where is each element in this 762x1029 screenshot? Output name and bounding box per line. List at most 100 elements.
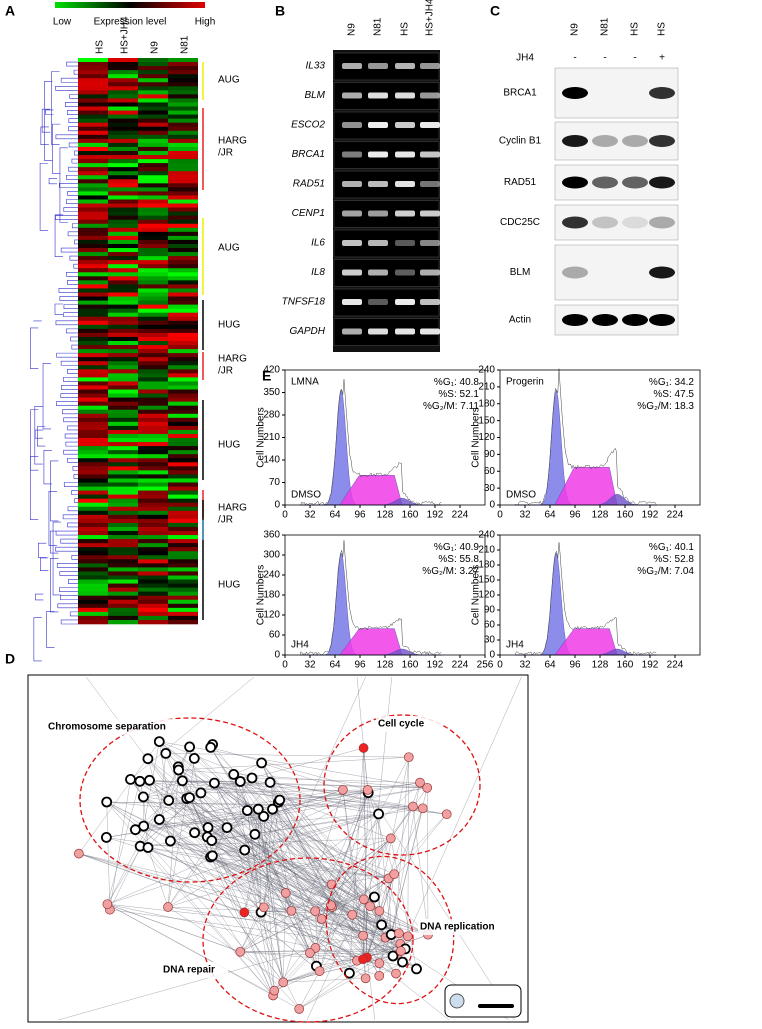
y-tick-label: 210	[478, 545, 495, 556]
heatmap-cell	[168, 66, 198, 71]
heatmap-cell	[108, 126, 138, 132]
heatmap-cell	[78, 90, 108, 95]
stat: %G₁: 40.1	[649, 542, 695, 553]
heatmap-cell	[108, 583, 138, 588]
pan-control[interactable]	[449, 993, 465, 1009]
heatmap-cell	[138, 349, 168, 354]
heatmap-cell	[78, 106, 108, 111]
heatmap-cell	[168, 559, 198, 564]
stat: %S: 55.8	[438, 554, 479, 565]
heatmap-cell	[108, 498, 138, 504]
heatmap-cell	[168, 575, 198, 580]
heatmap-cell	[108, 320, 138, 326]
stat: %G₁: 34.2	[649, 377, 695, 388]
heatmap-cell	[108, 118, 138, 123]
stat: %G₂/M: 3.27	[422, 566, 479, 577]
heatmap-cell	[168, 567, 198, 572]
heatmap-cell	[108, 442, 138, 447]
heatmap-cell	[138, 579, 168, 584]
heatmap-cell	[138, 615, 168, 621]
y-tick-label: 280	[263, 410, 280, 421]
heatmap-cell	[168, 179, 198, 184]
heatmap-cell	[108, 288, 138, 293]
heatmap-cell	[78, 264, 108, 269]
heatmap-cell	[108, 207, 138, 212]
band	[342, 92, 362, 99]
column-label: N9	[150, 41, 161, 54]
heatmap-cell	[108, 239, 138, 245]
heatmap-cell	[168, 361, 198, 366]
network-node	[274, 794, 286, 806]
heatmap-cell	[138, 235, 168, 241]
heatmap-cell	[168, 312, 198, 318]
band	[368, 92, 388, 99]
heatmap-cell	[138, 555, 168, 560]
heatmap-cell	[108, 264, 138, 269]
y-tick-label: 210	[478, 382, 495, 393]
heatmap-cell	[168, 284, 198, 289]
stat-value: 47.5	[675, 389, 695, 400]
heatmap-cell	[108, 199, 138, 204]
blot-band	[622, 216, 648, 229]
blot-band	[592, 314, 618, 326]
heatmap-cell	[138, 207, 168, 212]
heatmap-cell	[78, 369, 108, 374]
column-label: N81	[373, 17, 384, 36]
stat-label: %G₁:	[649, 542, 672, 553]
heatmap-cell	[108, 146, 138, 152]
heatmap-cell	[168, 328, 198, 334]
heatmap-cell	[168, 150, 198, 156]
heatmap-cell	[108, 316, 138, 322]
y-tick-label: 30	[484, 483, 496, 494]
heatmap-cell	[78, 438, 108, 443]
heatmap-cell	[138, 450, 168, 455]
heatmap-cell	[138, 421, 168, 427]
zoom-control[interactable]	[444, 984, 522, 1018]
heatmap-cell	[78, 58, 108, 63]
heatmap-cell	[78, 292, 108, 297]
heatmap-cell	[138, 74, 168, 79]
heatmap-cell	[78, 239, 108, 245]
band	[342, 328, 362, 335]
heatmap-cell	[108, 215, 138, 221]
legend-high: High	[195, 17, 216, 28]
heatmap-cell	[138, 82, 168, 87]
heatmap-cell	[168, 531, 198, 536]
x-tick-label: 96	[354, 510, 366, 521]
heatmap-cell	[78, 74, 108, 79]
heatmap-cell	[108, 328, 138, 334]
blot-band	[562, 266, 588, 279]
treatment-sign: -	[633, 53, 636, 64]
x-tick-label: 192	[427, 660, 444, 671]
heatmap-cell	[108, 526, 138, 532]
x-tick-label: 192	[642, 510, 659, 521]
heatmap-cell	[78, 531, 108, 536]
heatmap-cell	[138, 458, 168, 463]
heatmap-cell	[108, 195, 138, 200]
heatmap-cell	[168, 252, 198, 257]
network-node	[387, 950, 399, 962]
heatmap-cell	[168, 421, 198, 427]
heatmap-cell	[138, 470, 168, 475]
heatmap-cell	[78, 518, 108, 524]
cluster-label: /JR	[218, 515, 233, 526]
x-tick-label: 64	[329, 660, 341, 671]
heatmap-cell	[78, 409, 108, 415]
network-node	[397, 956, 408, 968]
heatmap-cell	[78, 385, 108, 390]
y-tick-label: 90	[484, 605, 496, 616]
heatmap-cell	[108, 252, 138, 257]
heatmap-cell	[108, 559, 138, 564]
heatmap-cell	[78, 304, 108, 309]
heatmap-cell	[108, 522, 138, 528]
heatmap-cell	[108, 248, 138, 253]
heatmap-cell	[108, 130, 138, 136]
plot-title: Progerin	[506, 377, 544, 388]
heatmap-cell	[78, 179, 108, 184]
heatmap-cell	[78, 345, 108, 350]
heatmap-cell	[108, 490, 138, 495]
heatmap-cell	[78, 579, 108, 584]
cluster-ellipses	[79, 714, 481, 1023]
heatmap-cell	[168, 62, 198, 67]
heatmap-cell	[168, 98, 198, 103]
